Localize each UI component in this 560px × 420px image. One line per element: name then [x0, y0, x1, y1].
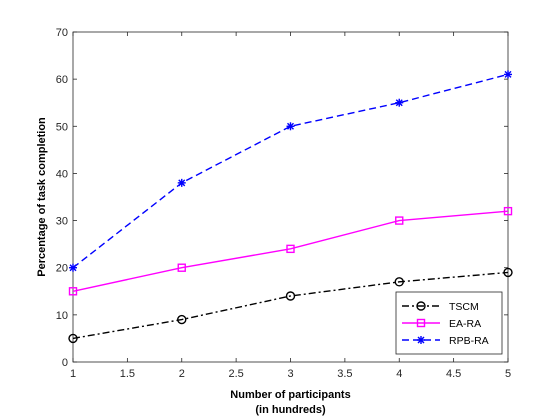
data-point-ea-ra: [503, 206, 513, 216]
x-tick-label: 1: [70, 368, 76, 380]
x-tick-label: 4: [396, 368, 402, 380]
x-tick-label: 5: [505, 368, 511, 380]
data-point-tscm: [503, 267, 513, 278]
data-point-tscm: [68, 333, 78, 344]
y-tick-label: 60: [56, 74, 68, 86]
x-tick-label: 1.5: [120, 368, 135, 380]
data-point-rpb-ra: [286, 122, 295, 131]
series-line-ea-ra: [72, 210, 509, 292]
legend-marker: [417, 336, 425, 344]
x-tick-label: 2.5: [228, 368, 243, 380]
data-point-tscm: [285, 291, 296, 301]
y-tick-label: 40: [56, 168, 68, 180]
legend-marker: [416, 301, 426, 311]
series-line-tscm: [72, 271, 509, 340]
legend-label: EA-RA: [449, 318, 481, 330]
x-tick-label: 3.5: [337, 368, 352, 380]
y-tick-label: 20: [56, 263, 68, 275]
data-point-tscm: [394, 277, 404, 287]
data-point-rpb-ra: [69, 263, 77, 272]
series-line-rpb-ra: [72, 73, 509, 269]
y-tick-label: 0: [62, 357, 68, 369]
y-tick-label: 30: [56, 216, 68, 228]
y-axis-label: Percentage of task completion: [36, 117, 48, 277]
series-layer: [68, 70, 513, 344]
data-point-rpb-ra: [395, 98, 404, 107]
x-tick-label: 4.5: [446, 368, 461, 380]
y-axis: 0 10 20 30 40 50 60 70: [56, 27, 508, 369]
data-point-ea-ra: [177, 263, 186, 272]
y-tick-label: 10: [56, 310, 68, 322]
data-point-tscm: [177, 314, 187, 325]
x-axis-label-line2: (in hundreds): [255, 404, 326, 416]
data-point-rpb-ra: [177, 178, 186, 187]
x-tick-label: 3: [287, 368, 293, 380]
data-point-rpb-ra: [504, 70, 512, 79]
data-point-ea-ra: [68, 287, 78, 296]
x-tick-label: 2: [179, 368, 185, 380]
x-axis: 1 1.5 2 2.5 3 3.5 4 4.5 5: [70, 32, 511, 380]
y-tick-label: 50: [56, 121, 68, 133]
data-point-ea-ra: [286, 244, 295, 254]
legend-marker: [416, 318, 426, 328]
x-axis-label: Number of participants: [230, 389, 350, 401]
legend-label: TSCM: [449, 301, 479, 313]
y-tick-label: 70: [56, 27, 68, 39]
data-point-ea-ra: [395, 216, 404, 225]
legend: TSCM EA-RA RPB-RA: [395, 291, 503, 355]
legend-label: RPB-RA: [449, 335, 489, 347]
